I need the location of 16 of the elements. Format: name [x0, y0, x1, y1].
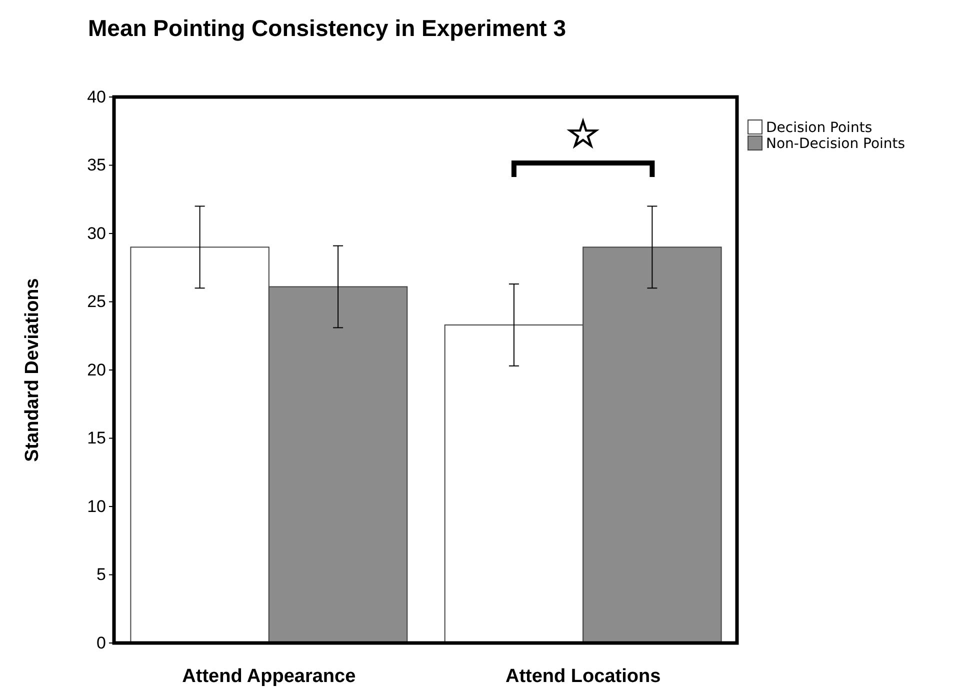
y-tick-label: 10 — [87, 496, 106, 516]
y-tick-label: 15 — [87, 428, 106, 448]
legend-label: Non-Decision Points — [766, 136, 906, 152]
y-tick-label: 30 — [87, 224, 106, 243]
y-tick-label: 25 — [87, 292, 106, 312]
y-tick-label: 20 — [87, 360, 106, 380]
x-tick-label: Attend Locations — [505, 666, 661, 688]
y-tick-label: 40 — [87, 87, 106, 106]
y-tick-label: 5 — [96, 565, 106, 584]
legend-label: Decision Points — [766, 120, 872, 136]
y-tick-label: 0 — [96, 633, 106, 652]
chart-title: Mean Pointing Consistency in Experiment 3 — [88, 15, 566, 41]
y-tick-label: 35 — [87, 156, 106, 175]
x-tick-label: Attend Appearance — [182, 666, 356, 688]
annotation: ☆ — [566, 114, 600, 156]
y-axis-title: Standard Deviations — [22, 278, 43, 462]
